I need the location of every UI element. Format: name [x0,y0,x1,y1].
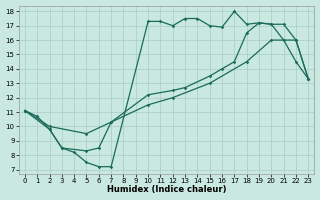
X-axis label: Humidex (Indice chaleur): Humidex (Indice chaleur) [107,185,226,194]
